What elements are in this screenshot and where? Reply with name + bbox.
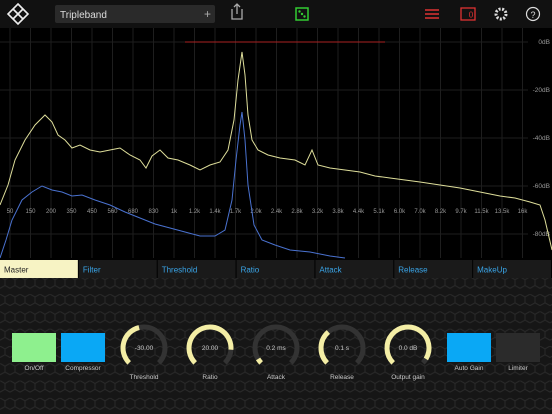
freq-label: 13.5k: [495, 209, 511, 215]
random-icon[interactable]: [295, 7, 309, 21]
db-label: -40dB: [533, 135, 550, 142]
freq-label: 150: [25, 209, 36, 215]
preset-name: Tripleband: [60, 10, 107, 21]
add-preset[interactable]: +: [204, 7, 211, 21]
knob-arc[interactable]: [318, 330, 331, 365]
freq-label: 4.4k: [353, 209, 365, 215]
button-label: Limiter: [508, 365, 528, 372]
knob-value: -30.00: [135, 345, 154, 352]
button-label: Compressor: [65, 365, 101, 372]
db-label: -20dB: [533, 87, 550, 94]
spectrum-output: [0, 111, 346, 259]
share-icon[interactable]: [231, 3, 243, 20]
spectrum-input: [0, 51, 552, 251]
freq-label: 2.4k: [271, 209, 283, 215]
freq-label: 50: [7, 209, 14, 215]
freq-label: 1k: [171, 209, 178, 215]
freq-label: 1.4k: [209, 209, 221, 215]
knob-label: Ratio: [202, 374, 218, 381]
freq-label: 200: [46, 209, 57, 215]
knob-value: 0.0 dB: [399, 345, 418, 352]
freq-label: 16k: [518, 209, 529, 215]
freq-label: 3.2k: [312, 209, 324, 215]
knob-arc[interactable]: [384, 324, 432, 365]
freq-label: 560: [107, 209, 118, 215]
freq-label: 5.1k: [373, 209, 385, 215]
knob-track: [252, 324, 300, 365]
knob-arc[interactable]: [120, 325, 140, 365]
settings-icon[interactable]: [494, 7, 508, 21]
tab[interactable]: [394, 260, 473, 278]
freq-label: 11.5k: [474, 209, 489, 215]
tab-label: Attack: [319, 266, 342, 275]
button-label: On/Off: [24, 365, 43, 372]
tab-label: Filter: [83, 266, 101, 275]
knob-label: Threshold: [130, 374, 159, 381]
badge: 0: [469, 11, 474, 20]
tab-label: Ratio: [241, 266, 260, 275]
tab[interactable]: [236, 260, 315, 278]
freq-label: 2.8k: [291, 209, 303, 215]
toggle-button[interactable]: [61, 333, 105, 362]
badge-box[interactable]: [460, 7, 476, 21]
menu-icon[interactable]: [425, 9, 439, 19]
freq-label: 9.7k: [455, 209, 467, 215]
help-icon[interactable]: ?: [525, 6, 541, 22]
tab-label: Master: [4, 266, 29, 275]
knob-value: 0.1 s: [335, 345, 350, 352]
knob-value: 20.00: [202, 345, 219, 352]
freq-label: 3.8k: [332, 209, 344, 215]
button-label: Auto Gain: [455, 365, 484, 372]
db-label: -80dB: [533, 231, 550, 238]
tab-label: Release: [398, 266, 428, 275]
freq-label: 7.0k: [414, 209, 426, 215]
knob-label: Output gain: [391, 374, 425, 381]
logo[interactable]: [6, 2, 30, 26]
tab[interactable]: [157, 260, 236, 278]
toggle-button[interactable]: [496, 333, 540, 362]
freq-label: 6.0k: [394, 209, 406, 215]
knob-arc[interactable]: [255, 357, 263, 365]
freq-label: 8.2k: [435, 209, 447, 215]
knob-value: 0.2 ms: [266, 345, 286, 352]
tab[interactable]: [0, 260, 78, 278]
db-label: 0dB: [538, 39, 550, 46]
freq-label: 450: [87, 209, 98, 215]
freq-label: 350: [66, 209, 77, 215]
tab[interactable]: [78, 260, 157, 278]
freq-label: 830: [148, 209, 159, 215]
knob-label: Release: [330, 374, 354, 381]
tab[interactable]: [473, 260, 551, 278]
tab[interactable]: [315, 260, 394, 278]
freq-label: 1.2k: [189, 209, 201, 215]
knob-label: Attack: [267, 374, 286, 381]
freq-label: 1.7k: [230, 209, 242, 215]
toggle-button[interactable]: [447, 333, 491, 362]
freq-label: 2.0k: [250, 209, 262, 215]
db-label: -60dB: [533, 183, 550, 190]
freq-label: 680: [128, 209, 139, 215]
svg-text:?: ?: [530, 10, 535, 20]
knob-arc[interactable]: [186, 324, 234, 365]
tab-label: MakeUp: [477, 266, 507, 275]
toggle-button[interactable]: [12, 333, 56, 362]
tab-label: Threshold: [162, 266, 198, 275]
preset-box[interactable]: [55, 5, 215, 23]
